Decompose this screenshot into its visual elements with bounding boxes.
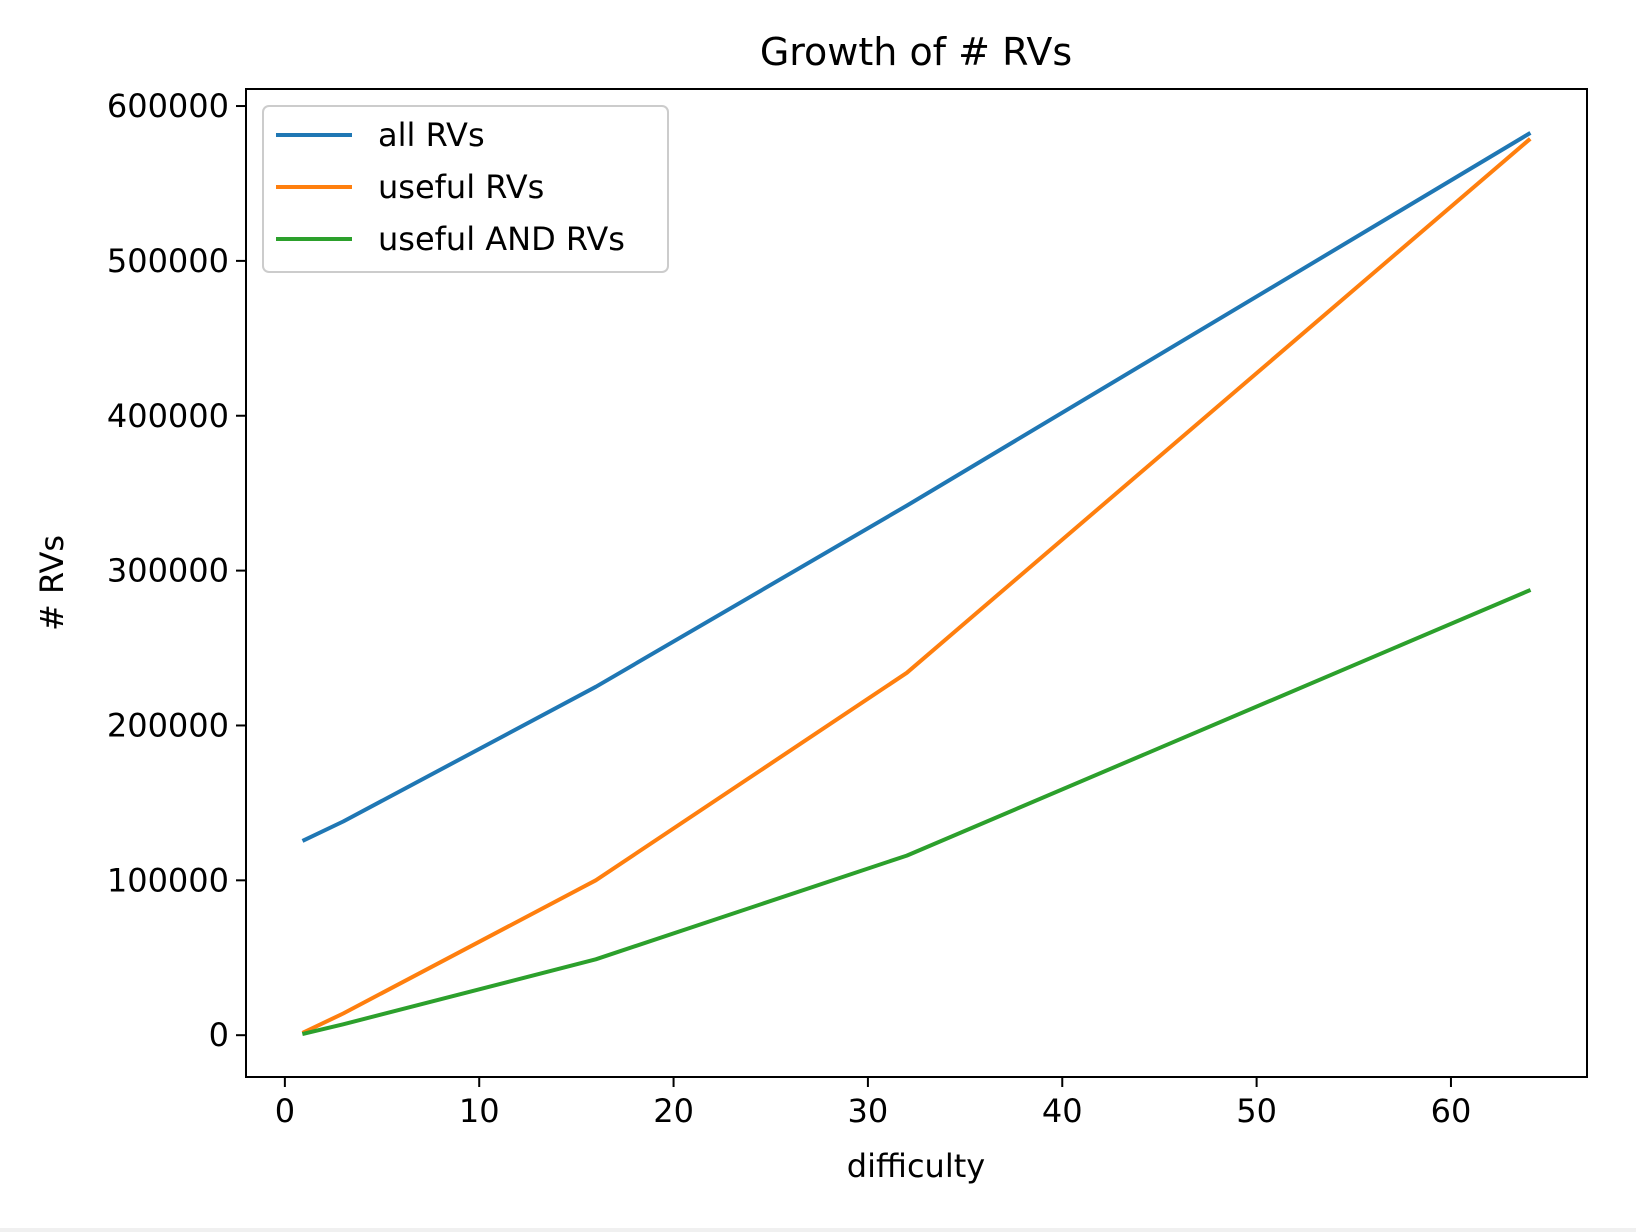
legend-box (262, 105, 669, 273)
y-tick-label: 200000 (107, 706, 229, 744)
ticks-layer: 0 10 20 30 40 50 60 0 100000 200000 300000 400000 50… (107, 87, 1471, 1130)
legend-label: useful AND RVs (378, 220, 625, 258)
y-tick-label: 600000 (107, 87, 229, 125)
legend-label: all RVs (378, 116, 485, 154)
x-axis-label: difficulty (847, 1147, 985, 1185)
y-tick-label: 0 (209, 1016, 229, 1054)
y-axis-label: # RVs (33, 535, 71, 631)
x-tick-label: 10 (459, 1092, 500, 1130)
x-tick-label: 50 (1236, 1092, 1277, 1130)
series-line (301, 131, 1532, 843)
x-tick-label: 40 (1042, 1092, 1083, 1130)
y-tick-label: 300000 (107, 552, 229, 590)
x-tick-label: 60 (1431, 1092, 1472, 1130)
y-tick-label: 400000 (107, 397, 229, 435)
plot-frame (245, 88, 1588, 1078)
legend-entries: all RVs useful RVs useful AND RVs (276, 116, 625, 258)
chart-title: Growth of # RVs (760, 30, 1072, 74)
series-line (301, 137, 1532, 1035)
x-tick-label: 20 (653, 1092, 694, 1130)
legend-label: useful RVs (378, 168, 544, 206)
series-layer (301, 131, 1532, 1037)
x-tick-label: 0 (275, 1092, 295, 1130)
series-line (301, 588, 1532, 1037)
y-tick-label: 100000 (107, 861, 229, 899)
y-tick-label: 500000 (107, 242, 229, 280)
x-tick-label: 30 (848, 1092, 889, 1130)
legend: all RVs useful RVs useful AND RVs (262, 105, 669, 273)
